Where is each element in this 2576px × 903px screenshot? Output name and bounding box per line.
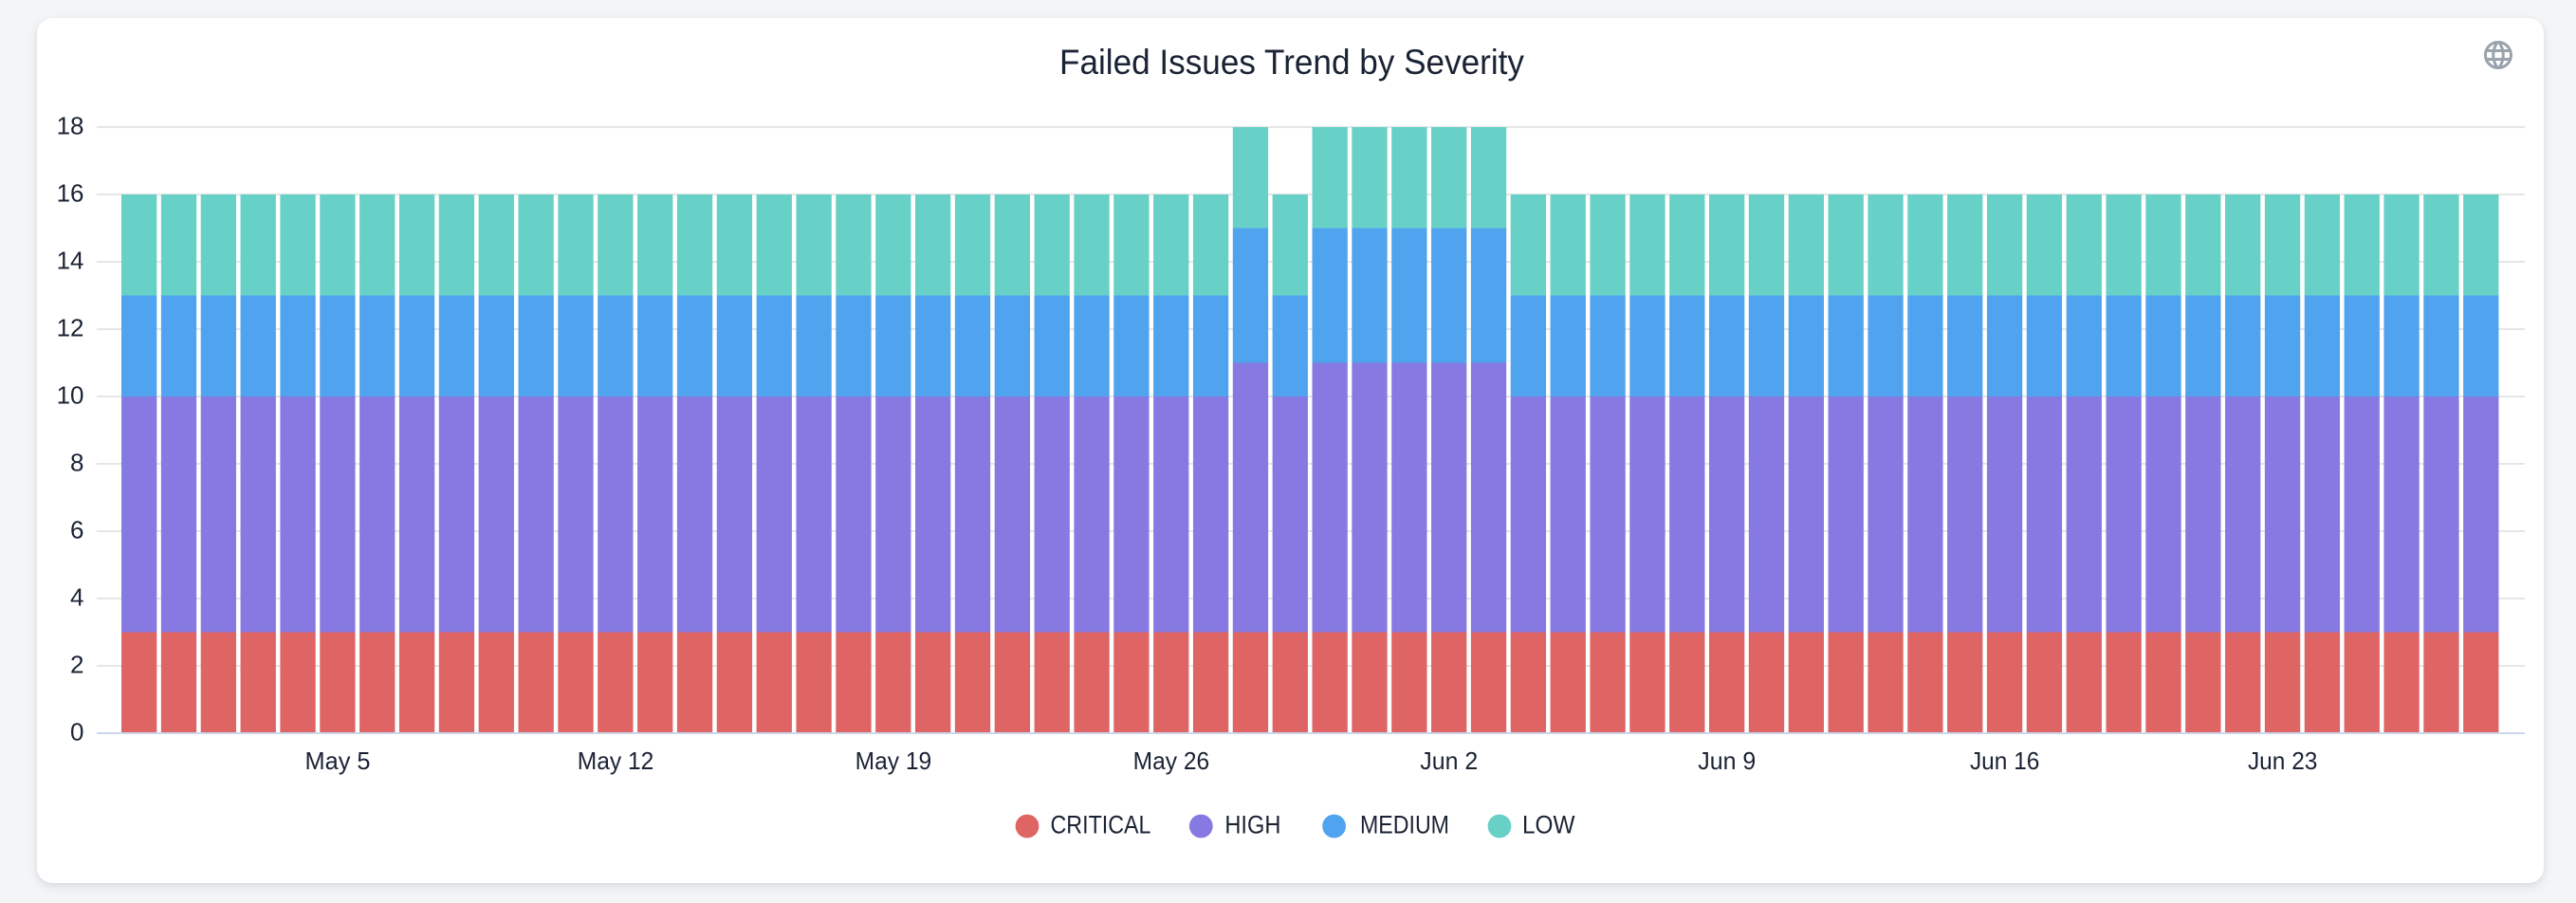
svg-text:May 19: May 19	[856, 746, 932, 775]
svg-text:May 12: May 12	[578, 746, 654, 775]
svg-text:0: 0	[70, 718, 83, 746]
svg-text:Jun 9: Jun 9	[1698, 746, 1756, 775]
svg-text:LOW: LOW	[1522, 810, 1575, 838]
svg-text:May 5: May 5	[305, 746, 371, 775]
svg-text:Jun 16: Jun 16	[1970, 746, 2040, 775]
svg-text:Failed Issues Trend by Severit: Failed Issues Trend by Severity	[1059, 43, 1524, 82]
svg-text:16: 16	[57, 179, 84, 208]
svg-text:4: 4	[70, 583, 83, 612]
svg-text:Jun 2: Jun 2	[1420, 746, 1478, 775]
svg-text:14: 14	[57, 247, 84, 275]
svg-text:Jun 23: Jun 23	[2248, 746, 2318, 775]
svg-text:12: 12	[57, 314, 84, 342]
svg-text:CRITICAL: CRITICAL	[1051, 810, 1151, 838]
svg-text:May 26: May 26	[1133, 746, 1210, 775]
svg-text:10: 10	[57, 381, 84, 410]
svg-text:8: 8	[70, 449, 83, 477]
svg-text:18: 18	[57, 112, 84, 140]
svg-text:HIGH: HIGH	[1224, 810, 1280, 838]
svg-text:MEDIUM: MEDIUM	[1360, 810, 1449, 838]
svg-text:6: 6	[70, 516, 83, 544]
svg-text:2: 2	[70, 651, 83, 679]
